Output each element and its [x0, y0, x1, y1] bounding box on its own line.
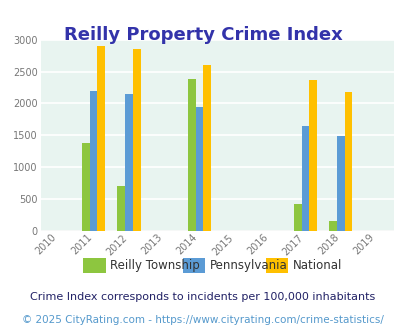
- Bar: [301, 126, 309, 231]
- Bar: [82, 143, 90, 231]
- Bar: [328, 221, 336, 231]
- Text: Reilly Property Crime Index: Reilly Property Crime Index: [64, 26, 341, 45]
- Text: Reilly Township: Reilly Township: [110, 259, 200, 272]
- Bar: [344, 92, 352, 231]
- Bar: [203, 65, 211, 231]
- Text: © 2025 CityRating.com - https://www.cityrating.com/crime-statistics/: © 2025 CityRating.com - https://www.city…: [22, 315, 383, 325]
- Bar: [90, 91, 97, 231]
- Bar: [97, 46, 105, 231]
- Bar: [188, 79, 195, 231]
- Bar: [336, 136, 344, 231]
- Bar: [195, 107, 203, 231]
- Bar: [117, 186, 125, 231]
- Bar: [132, 49, 140, 231]
- Text: National: National: [292, 259, 342, 272]
- Bar: [309, 81, 316, 231]
- Text: Crime Index corresponds to incidents per 100,000 inhabitants: Crime Index corresponds to incidents per…: [30, 292, 375, 302]
- Bar: [125, 94, 132, 231]
- Bar: [293, 204, 301, 231]
- Text: Pennsylvania: Pennsylvania: [209, 259, 287, 272]
